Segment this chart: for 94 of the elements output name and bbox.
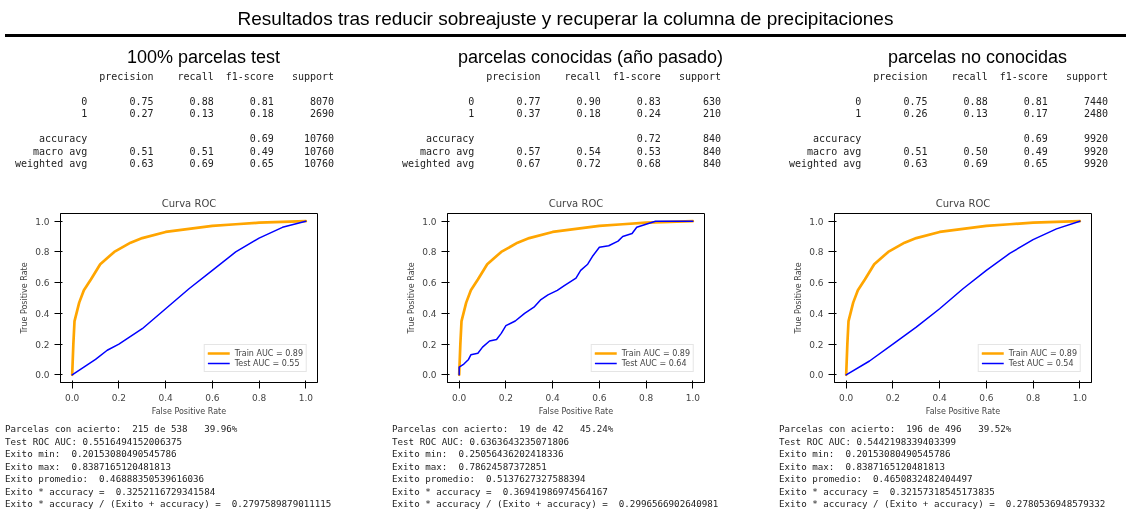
y-axis-title: True Positive Rate xyxy=(20,262,30,335)
text: 1 0.27 0.13 0.18 2690 xyxy=(81,108,335,120)
x-tick-label: 0.2 xyxy=(498,392,514,403)
text: 0 0.75 0.88 0.81 8070 xyxy=(81,95,335,107)
text: Exito max: 0.8387165120481813 xyxy=(779,460,945,472)
text: Exito max: 0.8387165120481813 xyxy=(5,460,171,472)
text: 100% parcelas test xyxy=(125,46,282,69)
x-tick-label: 0.2 xyxy=(111,392,127,403)
legend-label: Train AUC = 0.89 xyxy=(621,348,690,358)
text: Exito min: 0.20153080490545786 xyxy=(779,448,951,459)
legend-label: Test AUC = 0.55 xyxy=(234,358,300,368)
x-axis-title: False Positive Rate xyxy=(925,406,1001,416)
y-tick-label: 0.4 xyxy=(422,308,437,319)
text: Exito * accuracy = 0.32157318545173835 xyxy=(779,485,995,497)
y-axis-title: True Positive Rate xyxy=(407,262,417,335)
text: Exito * accuracy / (Exito + accuracy) = 0.2780536948579332 xyxy=(779,498,1106,509)
legend-label: Train AUC = 0.89 xyxy=(234,348,303,358)
text: Exito promedio: 0.46888350539616036 xyxy=(5,473,205,484)
text: macro avg 0.51 0.51 0.49 10760 xyxy=(33,145,335,157)
y-tick-label: 1.0 xyxy=(809,216,824,227)
text: 0 0.77 0.90 0.83 630 xyxy=(468,95,722,107)
text: parcelas no conocidas xyxy=(886,46,1069,69)
text: Exito min: 0.20153080490545786 xyxy=(5,448,177,459)
text: precision recall f1-score support xyxy=(486,70,722,82)
y-tick-label: 0.2 xyxy=(35,339,50,350)
x-tick-label: 0.4 xyxy=(158,392,174,403)
y-tick-label: 0.0 xyxy=(809,370,824,381)
text: Exito max: 0.78624587372851 xyxy=(392,460,547,472)
text: Test ROC AUC: 0.5516494152006375 xyxy=(5,435,183,447)
text: Exito * accuracy = 0.3252116729341584 xyxy=(5,485,216,497)
y-tick-label: 0.6 xyxy=(35,278,50,289)
y-tick-label: 0.6 xyxy=(809,278,824,289)
text: 1 0.37 0.18 0.24 210 xyxy=(468,108,722,120)
y-tick-label: 0.8 xyxy=(35,247,50,258)
chart-title: Curva ROC xyxy=(935,197,991,209)
text: accuracy 0.69 10760 xyxy=(39,133,335,145)
legend-label: Train AUC = 0.89 xyxy=(1008,348,1077,358)
legend-label: Test AUC = 0.64 xyxy=(621,358,687,368)
x-axis-title: False Positive Rate xyxy=(538,406,614,416)
x-tick-label: 0.4 xyxy=(545,392,561,403)
text: parcelas conocidas (año pasado) xyxy=(456,46,725,69)
y-tick-label: 0.4 xyxy=(809,308,824,319)
y-axis-title: True Positive Rate xyxy=(794,262,804,335)
x-tick-label: 0.6 xyxy=(592,392,607,403)
text: weighted avg 0.63 0.69 0.65 10760 xyxy=(15,158,335,170)
y-tick-label: 0.6 xyxy=(422,278,437,289)
text: 0 0.75 0.88 0.81 7440 xyxy=(855,95,1109,107)
x-tick-label: 1.0 xyxy=(298,392,314,403)
text: precision recall f1-score support xyxy=(99,70,335,82)
text: macro avg 0.51 0.50 0.49 9920 xyxy=(807,145,1109,157)
x-tick-label: 0.8 xyxy=(251,392,267,403)
x-tick-label: 0.2 xyxy=(885,392,901,403)
y-tick-label: 1.0 xyxy=(422,216,437,227)
text: Exito promedio: 0.5137627327588394 xyxy=(392,473,586,484)
y-tick-label: 1.0 xyxy=(35,216,50,227)
text: Parcelas con acierto: 19 de 42 45.24% xyxy=(392,423,614,434)
text: macro avg 0.57 0.54 0.53 840 xyxy=(420,145,722,157)
x-tick-label: 1.0 xyxy=(685,392,701,403)
text: Test ROC AUC: 0.6363643235071806 xyxy=(392,435,570,447)
chart-title: Curva ROC xyxy=(161,197,217,209)
legend-label: Test AUC = 0.54 xyxy=(1008,358,1074,368)
text: Exito * accuracy = 0.36941986974564167 xyxy=(392,485,608,497)
x-tick-label: 1.0 xyxy=(1072,392,1088,403)
text: Parcelas con acierto: 196 de 496 39.52% xyxy=(779,423,1012,434)
text: Parcelas con acierto: 215 de 538 39.96% xyxy=(5,423,238,434)
x-tick-label: 0.6 xyxy=(979,392,994,403)
text: Test ROC AUC: 0.5442198339403399 xyxy=(779,435,957,447)
text: weighted avg 0.67 0.72 0.68 840 xyxy=(402,158,722,170)
text: Resultados tras reducir sobreajuste y recuperar la columna de precipitaciones xyxy=(5,5,1126,38)
text: precision recall f1-score support xyxy=(873,70,1109,82)
x-tick-label: 0.4 xyxy=(932,392,948,403)
y-tick-label: 0.0 xyxy=(422,370,437,381)
x-tick-label: 0.8 xyxy=(1025,392,1041,403)
x-tick-label: 0.0 xyxy=(65,392,80,403)
x-tick-label: 0.8 xyxy=(638,392,654,403)
text: Exito * accuracy / (Exito + accuracy) = 0.2996566902640981 xyxy=(392,498,719,509)
text: Exito * accuracy / (Exito + accuracy) = 0.2797589879011115 xyxy=(5,498,332,509)
text: 1 0.26 0.13 0.17 2480 xyxy=(855,108,1109,120)
y-tick-label: 0.2 xyxy=(809,339,824,350)
text: Exito promedio: 0.4650832482404497 xyxy=(779,473,973,484)
text: accuracy 0.69 9920 xyxy=(813,133,1109,145)
y-tick-label: 0.4 xyxy=(35,308,50,319)
y-tick-label: 0.8 xyxy=(809,247,824,258)
x-tick-label: 0.6 xyxy=(205,392,220,403)
y-tick-label: 0.0 xyxy=(35,370,50,381)
x-tick-label: 0.0 xyxy=(839,392,854,403)
text: Exito min: 0.25056436202418336 xyxy=(392,448,564,459)
chart-title: Curva ROC xyxy=(548,197,604,209)
y-tick-label: 0.2 xyxy=(422,339,437,350)
y-tick-label: 0.8 xyxy=(422,247,437,258)
text: accuracy 0.72 840 xyxy=(426,133,722,145)
text: weighted avg 0.63 0.69 0.65 9920 xyxy=(789,158,1109,170)
x-axis-title: False Positive Rate xyxy=(151,406,227,416)
x-tick-label: 0.0 xyxy=(452,392,467,403)
